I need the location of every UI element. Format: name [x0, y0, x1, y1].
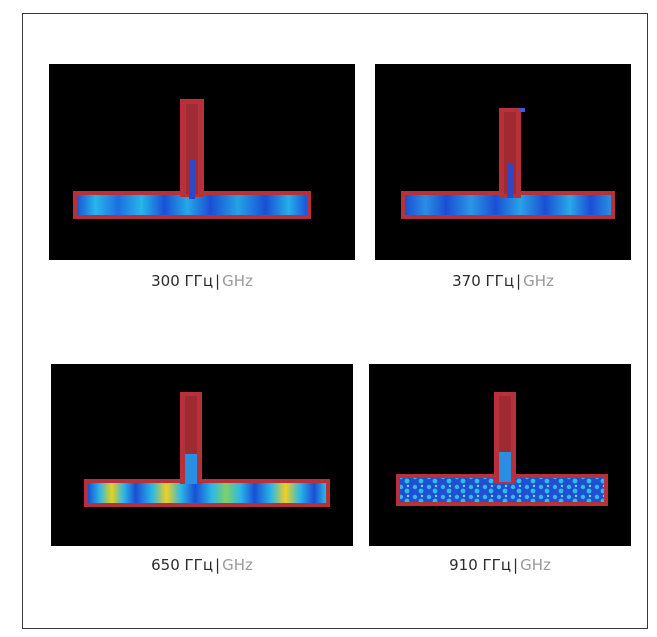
- simulation-image-910ghz: [369, 364, 631, 546]
- simulation-image-300ghz: [49, 64, 355, 260]
- unit-ru: ГГц: [482, 556, 512, 574]
- frequency-value: 650: [151, 556, 180, 574]
- caption-650ghz: 650 ГГц | GHz: [51, 556, 353, 574]
- caption-370ghz: 370 ГГц | GHz: [375, 272, 631, 290]
- simulation-image-650ghz: [51, 364, 353, 546]
- simulation-image-370ghz: [375, 64, 631, 260]
- unit-ru: ГГц: [184, 556, 214, 574]
- unit-separator: |: [215, 272, 221, 290]
- unit-en: GHz: [520, 556, 551, 574]
- unit-en: GHz: [222, 272, 253, 290]
- caption-300ghz: 300 ГГц | GHz: [49, 272, 355, 290]
- unit-en: GHz: [222, 556, 253, 574]
- unit-separator: |: [215, 556, 221, 574]
- unit-en: GHz: [523, 272, 554, 290]
- frequency-value: 370: [452, 272, 481, 290]
- unit-separator: |: [513, 556, 519, 574]
- frequency-value: 300: [151, 272, 180, 290]
- unit-separator: |: [516, 272, 522, 290]
- unit-ru: ГГц: [485, 272, 515, 290]
- caption-910ghz: 910 ГГц | GHz: [369, 556, 631, 574]
- figure-frame: 300 ГГц | GHz: [22, 13, 648, 629]
- unit-ru: ГГц: [184, 272, 214, 290]
- frequency-value: 910: [449, 556, 478, 574]
